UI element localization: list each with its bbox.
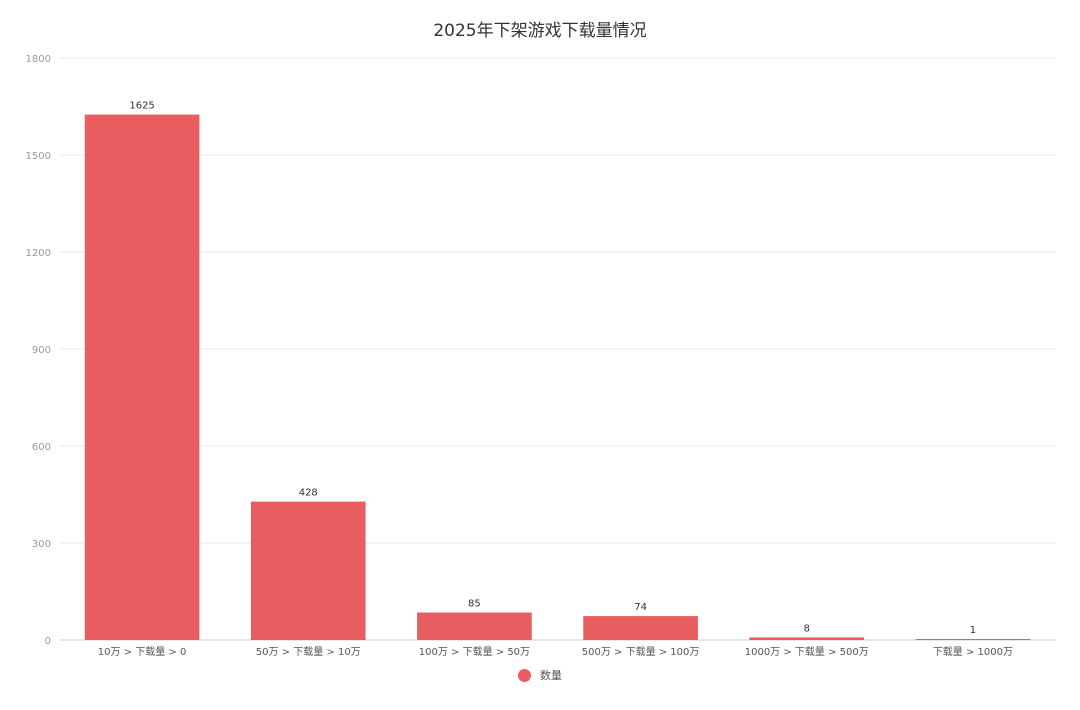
legend[interactable]: 数量: [0, 667, 1080, 683]
data-label: 428: [299, 488, 318, 499]
data-label: 74: [634, 602, 647, 613]
x-tick-label: 10万 > 下载量 > 0: [98, 646, 187, 658]
bar: [250, 501, 366, 640]
y-tick-label: 1500: [26, 151, 51, 162]
data-label: 1: [970, 625, 976, 636]
y-tick-label: 600: [32, 442, 51, 453]
bar: [915, 639, 1031, 640]
data-label: 1625: [129, 101, 154, 112]
legend-label: 数量: [540, 669, 562, 682]
bar: [749, 637, 865, 640]
y-tick-label: 900: [32, 345, 51, 356]
legend-swatch: [518, 668, 531, 682]
bar: [84, 114, 200, 641]
y-tick-label: 300: [32, 539, 51, 550]
y-tick-label: 1800: [26, 54, 51, 65]
bar: [417, 612, 532, 640]
chart-title: 2025年下架游戏下载量情况: [433, 21, 647, 41]
x-tick-label: 500万 > 下载量 > 100万: [582, 646, 700, 658]
data-label: 85: [468, 599, 481, 610]
y-tick-label: 1200: [26, 248, 51, 259]
y-tick-label: 0: [45, 636, 51, 647]
x-tick-label: 50万 > 下载量 > 10万: [256, 646, 361, 658]
x-tick-label: 100万 > 下载量 > 50万: [419, 646, 530, 658]
bar: [583, 616, 698, 640]
data-label: 8: [804, 623, 810, 634]
x-tick-label: 下载量 > 1000万: [933, 646, 1013, 658]
x-tick-label: 1000万 > 下载量 > 500万: [745, 646, 869, 658]
